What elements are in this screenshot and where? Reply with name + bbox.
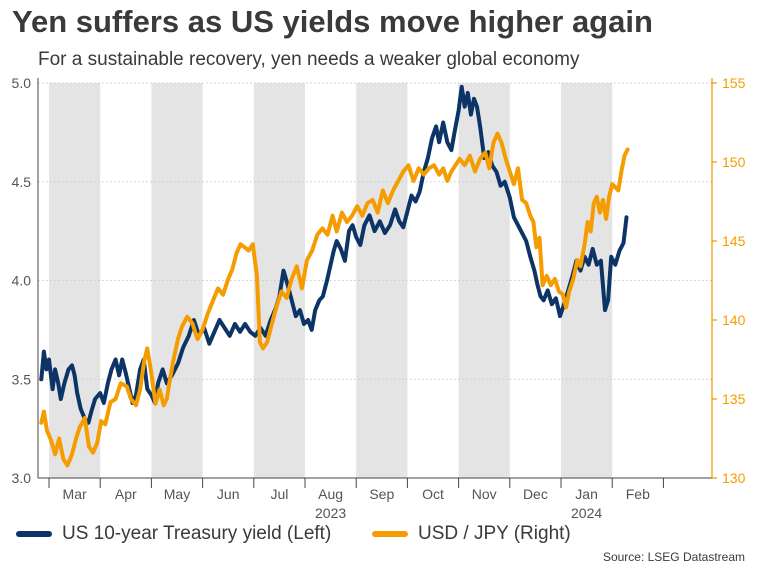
month-label: Apr — [115, 486, 137, 502]
year-label: 2023 — [315, 505, 346, 521]
series-line-us10y — [39, 84, 629, 425]
legend-label-usdjpy: USD / JPY (Right) — [418, 523, 571, 544]
left-tick-label: 4.5 — [12, 174, 32, 190]
right-tick-label: 140 — [722, 312, 746, 328]
month-label: Oct — [422, 486, 444, 502]
series-lines — [39, 84, 630, 468]
legend-item-usdjpy: USD / JPY (Right) — [372, 523, 571, 545]
right-tick-label: 150 — [722, 154, 746, 170]
legend-item-us10y: US 10-year Treasury yield (Left) — [16, 523, 331, 545]
right-tick-label: 130 — [722, 470, 746, 486]
axis-labels: 3.0 3.5 4.0 4.5 5.0 130 135 140 145 150 155 Mar Apr M… — [12, 75, 746, 521]
month-label: Jul — [270, 486, 288, 502]
left-tick-label: 3.0 — [12, 470, 32, 486]
month-label: Jan — [575, 486, 598, 502]
year-label: 2024 — [571, 505, 602, 521]
month-label: Feb — [626, 486, 650, 502]
month-label: May — [164, 486, 190, 502]
month-label: Nov — [472, 486, 497, 502]
month-label: Jun — [217, 486, 240, 502]
month-label: Mar — [63, 486, 87, 502]
legend-label-us10y: US 10-year Treasury yield (Left) — [62, 523, 332, 544]
right-tick-label: 135 — [722, 391, 746, 407]
source-note: Source: LSEG Datastream — [602, 550, 745, 564]
series-line-usdjpy — [39, 131, 630, 468]
month-shade-sep — [356, 83, 408, 478]
month-label: Sep — [369, 486, 394, 502]
right-tick-label: 155 — [722, 75, 746, 91]
chart-subtitle: For a sustainable recovery, yen needs a … — [38, 49, 580, 70]
legend-swatch-us10y — [16, 531, 52, 537]
left-tick-label: 4.0 — [12, 273, 32, 289]
chart-axes — [37, 78, 717, 488]
legend-swatch-usdjpy — [372, 531, 408, 537]
left-tick-label: 3.5 — [12, 371, 32, 387]
left-tick-label: 5.0 — [12, 75, 32, 91]
right-tick-label: 145 — [722, 233, 746, 249]
month-label: Dec — [523, 486, 548, 502]
month-label: Aug — [318, 486, 343, 502]
chart-title: Yen suffers as US yields move higher aga… — [12, 4, 653, 39]
